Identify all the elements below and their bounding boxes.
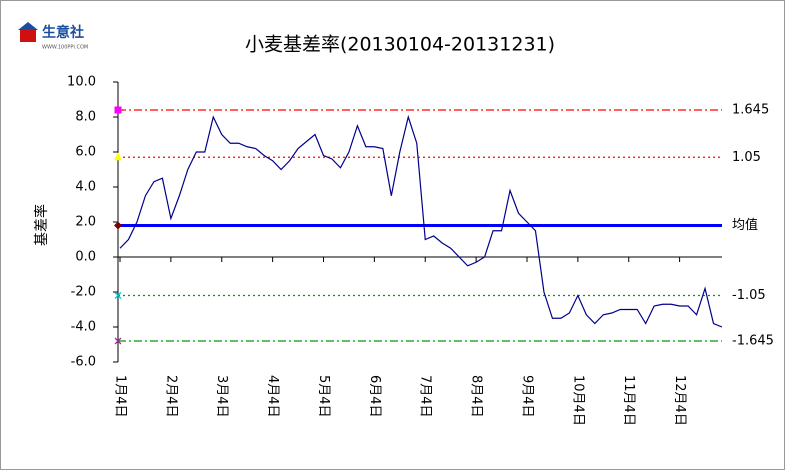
y-tick-label: 8.0 <box>75 110 96 125</box>
y-tick-label: 2.0 <box>75 215 96 230</box>
y-tick-label: 6.0 <box>75 145 96 160</box>
x-tick-label: 5月4日 <box>316 375 331 418</box>
x-tick-label: 2月4日 <box>163 375 178 418</box>
x-tick-label: 11月4日 <box>621 375 636 426</box>
x-tick-label: 12月4日 <box>672 375 687 426</box>
reference-label: -1.645 <box>732 334 774 349</box>
reference-marker <box>114 152 122 161</box>
logo-icon <box>20 30 36 42</box>
data-line <box>119 114 723 328</box>
reference-marker <box>114 337 122 345</box>
logo-url: WWW.100PPI.COM <box>42 45 88 51</box>
y-tick-label: -4.0 <box>71 320 96 335</box>
x-tick-label: 1月4日 <box>113 375 128 418</box>
reference-marker <box>114 292 122 299</box>
reference-label: -1.05 <box>732 288 766 303</box>
y-tick-label: -2.0 <box>71 285 96 300</box>
y-axis-label: 基差率 <box>33 204 50 246</box>
logo: 生意社 WWW.100PPI.COM <box>18 22 88 51</box>
chart-title: 小麦基差率(20130104-20131231) <box>245 34 555 56</box>
x-tick-label: 6月4日 <box>367 375 382 418</box>
reference-label: 均值 <box>732 217 758 233</box>
x-tick-label: 3月4日 <box>214 375 229 418</box>
reference-label: 1.645 <box>732 103 769 118</box>
reference-marker <box>114 221 122 230</box>
y-tick-label: 0.0 <box>75 250 96 265</box>
x-tick-label: 7月4日 <box>418 375 433 418</box>
x-tick-label: 9月4日 <box>519 375 534 418</box>
x-tick-label: 8月4日 <box>469 375 484 418</box>
logo-name: 生意社 <box>42 24 84 41</box>
logo-roof <box>18 22 38 30</box>
reference-marker <box>114 106 122 114</box>
reference-label: 1.05 <box>732 150 761 165</box>
y-tick-label: -6.0 <box>71 355 96 370</box>
x-tick-label: 4月4日 <box>265 375 280 418</box>
x-tick-label: 10月4日 <box>570 375 585 426</box>
y-tick-label: 10.0 <box>67 75 96 90</box>
y-tick-label: 4.0 <box>75 180 96 195</box>
